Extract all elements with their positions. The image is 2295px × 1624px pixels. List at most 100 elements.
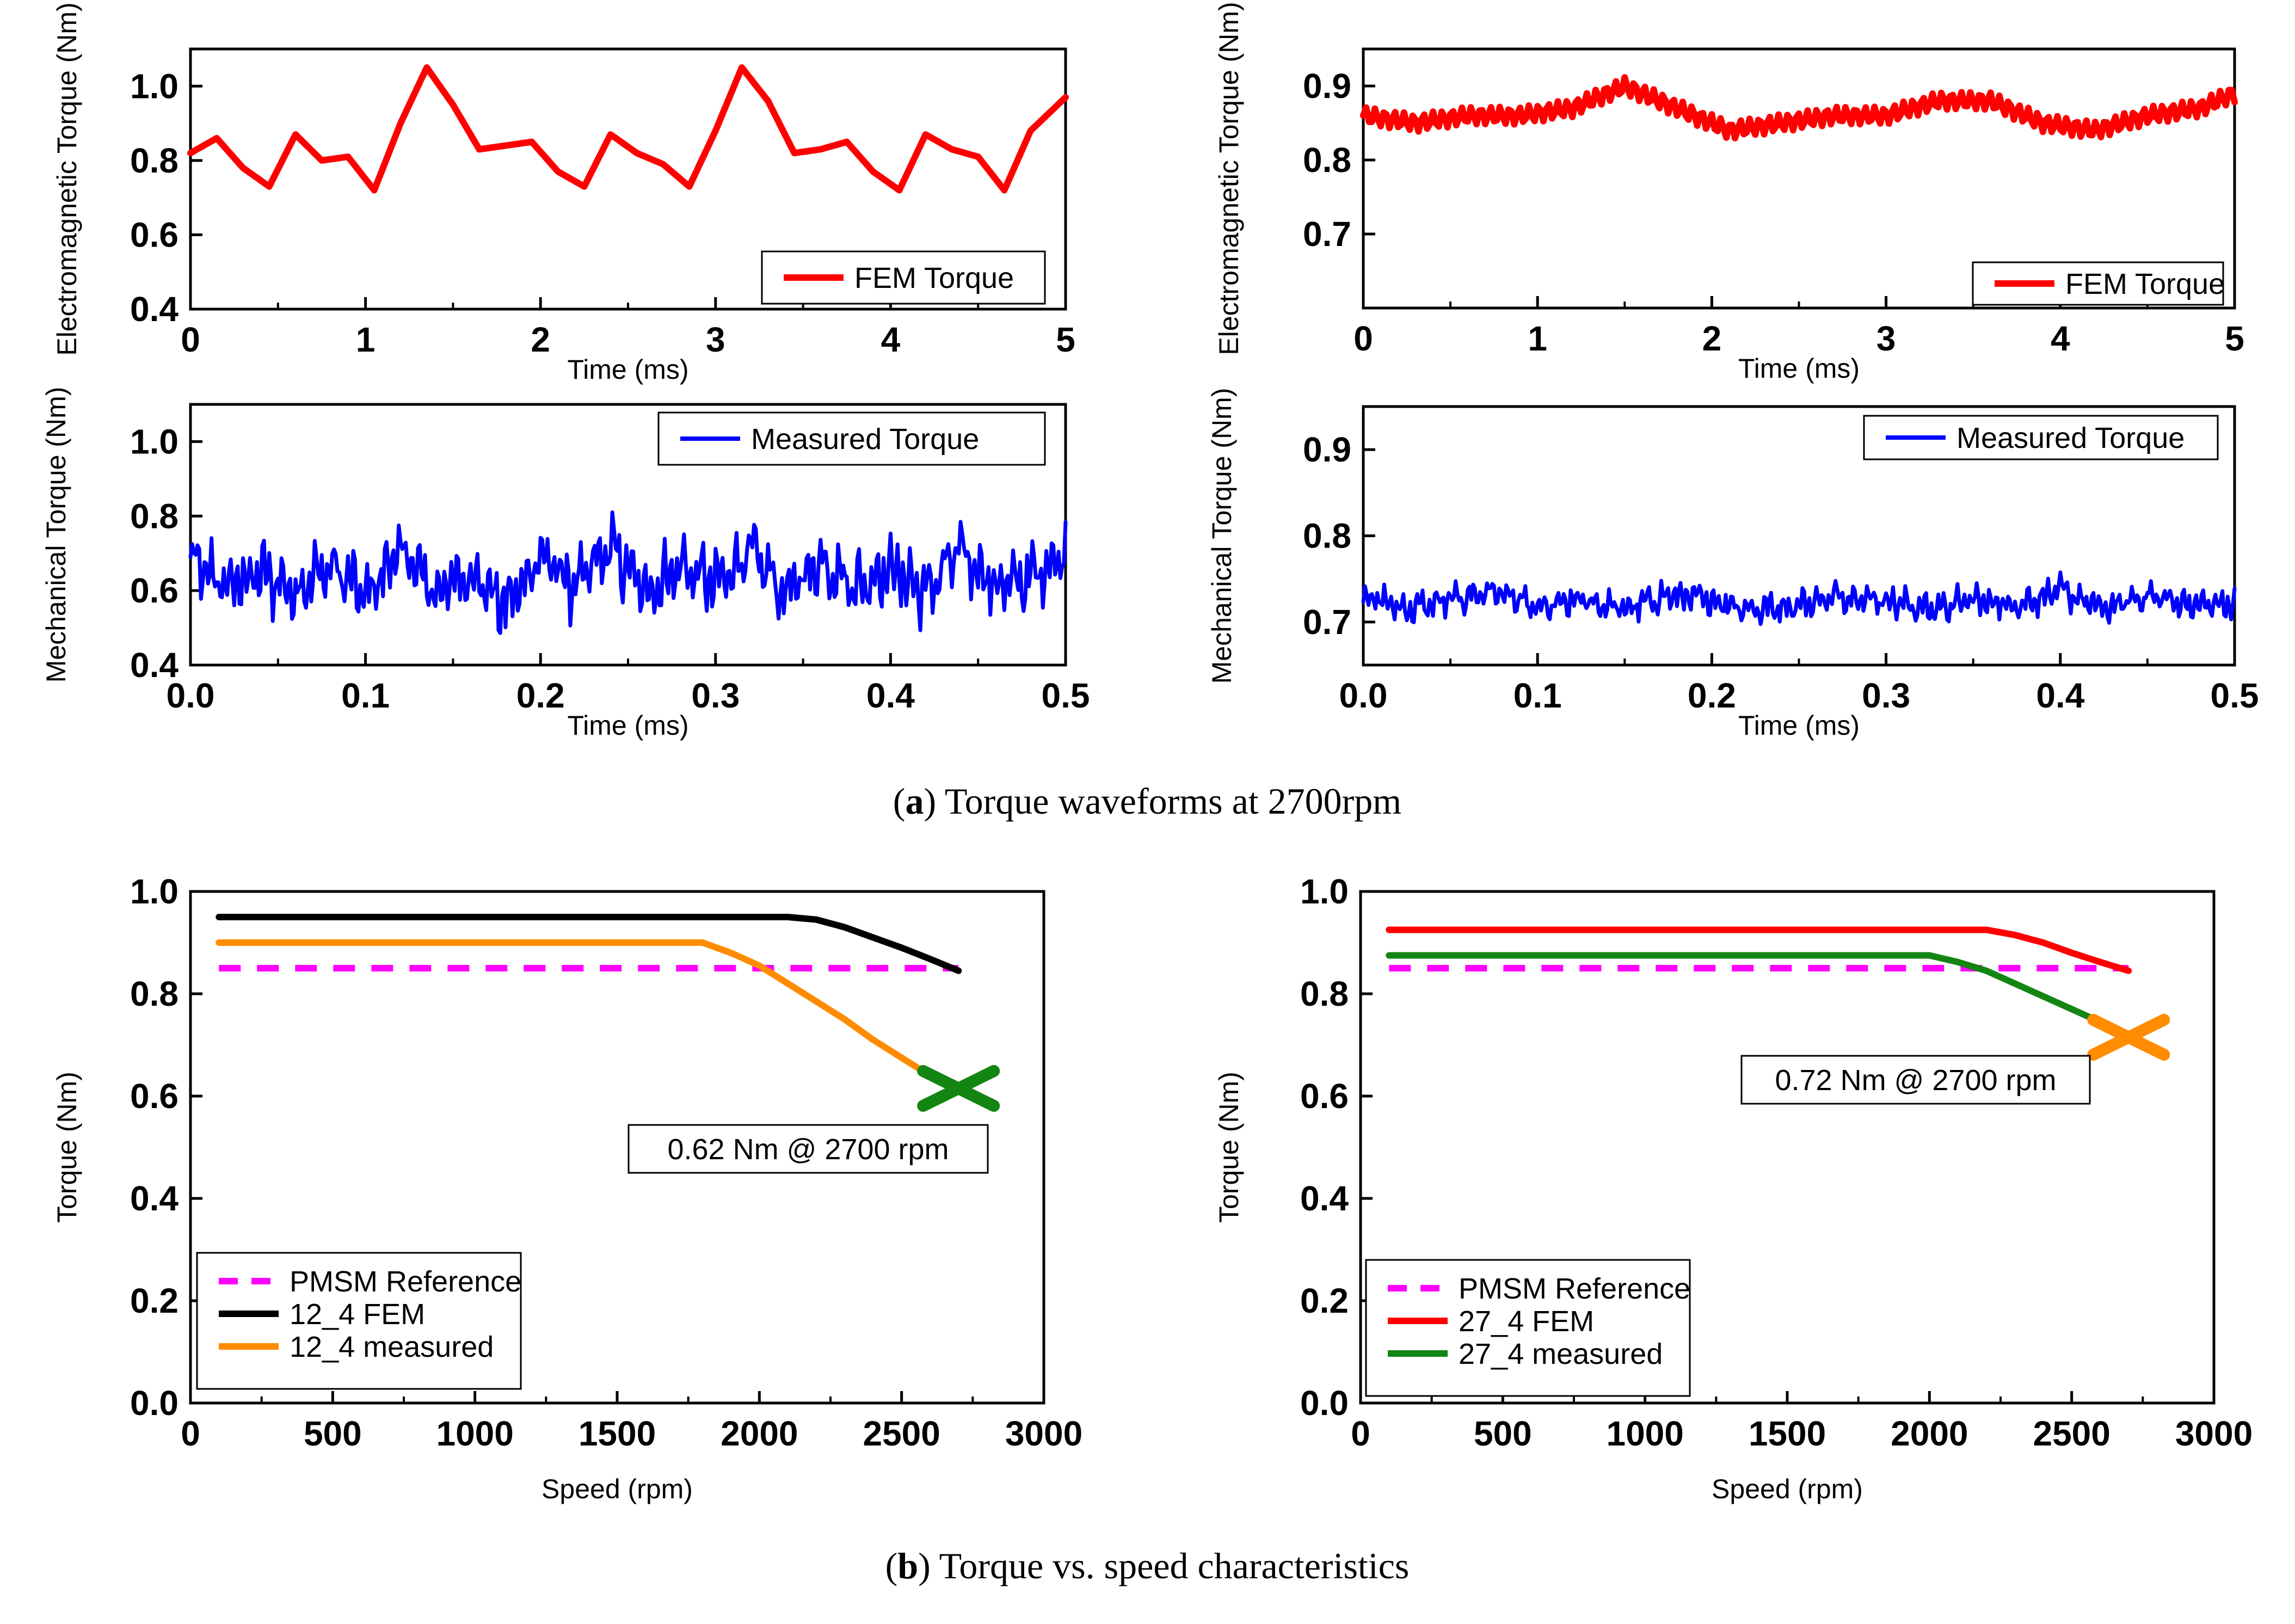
x-tick-label: 4	[881, 320, 901, 359]
y-axis-label: Electromagnetic Torque (Nm)	[1214, 2, 1244, 355]
x-tick-label: 2500	[863, 1414, 940, 1453]
x-tick-label: 0.4	[2036, 676, 2084, 715]
y-tick-label: 0.0	[130, 1383, 179, 1423]
y-tick-label: 0.8	[130, 496, 179, 536]
series-line	[187, 64, 1069, 194]
y-tick-label: 0.7	[1303, 214, 1351, 254]
x-tick-label: 0	[1353, 319, 1373, 358]
x-tick-label: 0.5	[1042, 676, 1090, 715]
y-tick-label: 0.6	[130, 215, 179, 254]
annotation-box	[627, 1124, 989, 1174]
y-tick-label: 0.9	[1303, 66, 1351, 106]
x-tick-label: 1500	[1749, 1414, 1826, 1453]
legend-box	[657, 411, 1046, 466]
x-tick-label: 0.4	[866, 676, 915, 715]
x-tick-label: 3	[1876, 319, 1896, 358]
y-tick-label: 0.0	[1300, 1383, 1349, 1423]
x-tick-label: 3000	[2175, 1414, 2253, 1453]
x-tick-label: 500	[304, 1414, 362, 1453]
x-tick-label: 5	[2225, 319, 2244, 358]
y-tick-label: 0.4	[130, 645, 179, 685]
x-tick-label: 2000	[721, 1414, 798, 1453]
x-tick-label: 3	[706, 320, 725, 359]
legend-label: 12_4 FEM	[290, 1298, 425, 1331]
x-tick-label: 2	[1702, 319, 1722, 358]
series-line	[1361, 570, 2237, 626]
series-line	[216, 914, 962, 974]
x-tick-label: 4	[2051, 319, 2070, 358]
x-tick-label: 0	[181, 320, 200, 359]
x-tick-label: 3000	[1005, 1414, 1082, 1453]
x-tick-label: 5	[1056, 320, 1075, 359]
chart-a-top-right: 0 1 2 3 4 5 0.7 0.8 0.9 Time (ms) Electromagnetic …	[1214, 2, 2244, 384]
chart-b-right: 0 500 1000 1500 2000 2500 3000 0.0 0.2 0.4 0.6 0.8 1…	[1214, 872, 2253, 1504]
y-tick-label: 0.4	[130, 1179, 179, 1218]
x-tick-label: 1	[1528, 319, 1547, 358]
x-tick-label: 1500	[579, 1414, 656, 1453]
caption-b: (b) Torque vs. speed characteristics	[885, 1545, 1410, 1586]
legend-label: 27_4 measured	[1459, 1338, 1663, 1370]
y-tick-label: 1.0	[130, 422, 179, 461]
x-tick-label: 0.3	[1862, 676, 1910, 715]
chart-a-bottom-right: 0.0 0.1 0.2 0.3 0.4 0.5 0.7 0.8 0.9 Time (ms) Mech…	[1207, 388, 2259, 741]
x-tick-label: 0.5	[2211, 676, 2259, 715]
y-tick-label: 0.2	[1300, 1281, 1349, 1320]
y-tick-label: 0.8	[1300, 974, 1349, 1013]
x-tick-label: 0.0	[1339, 676, 1388, 715]
y-tick-label: 1.0	[130, 66, 179, 106]
chart-a-top-left: 0 1 2 3 4 5 0.4 0.6 0.8 1.0 Time (ms) Electromagnet…	[52, 2, 1075, 385]
y-axis-label: Torque (Nm)	[52, 1072, 82, 1223]
y-tick-label: 0.6	[1300, 1076, 1349, 1116]
annotation-text: 0.62 Nm @ 2700 rpm	[667, 1133, 949, 1166]
y-axis-label: Torque (Nm)	[1214, 1072, 1244, 1223]
y-tick-label: 0.6	[130, 1076, 179, 1116]
x-tick-label: 1000	[1606, 1414, 1683, 1453]
legend-label: PMSM Reference	[1459, 1272, 1690, 1305]
x-tick-label: 2	[531, 320, 550, 359]
series-line	[216, 939, 962, 1092]
x-tick-label: 0.3	[691, 676, 740, 715]
x-axis-label: Time (ms)	[567, 354, 688, 385]
legend-box	[196, 1252, 522, 1390]
annotation-text: 0.72 Nm @ 2700 rpm	[1775, 1064, 2056, 1097]
y-axis-label: Mechanical Torque (Nm)	[41, 387, 71, 683]
x-axis-label: Time (ms)	[1738, 710, 1860, 741]
y-tick-label: 1.0	[130, 872, 179, 911]
x-tick-label: 500	[1474, 1414, 1532, 1453]
legend-label: 12_4 measured	[290, 1331, 494, 1363]
legend-box	[1972, 261, 2224, 306]
series-line	[188, 510, 1068, 635]
x-tick-label: 0	[181, 1414, 200, 1453]
legend-label: 27_4 FEM	[1459, 1305, 1594, 1338]
legend-label: FEM Torque	[854, 262, 1014, 294]
y-axis-label: Electromagnetic Torque (Nm)	[52, 2, 82, 355]
x-tick-label: 0.2	[516, 676, 565, 715]
y-tick-label: 0.4	[130, 290, 179, 329]
y-tick-label: 0.8	[130, 974, 179, 1013]
x-axis-label: Speed (rpm)	[542, 1474, 693, 1504]
x-tick-label: 0	[1351, 1414, 1370, 1453]
x-tick-label: 0.1	[341, 676, 390, 715]
series-line	[1360, 74, 2238, 142]
x-tick-label: 1000	[436, 1414, 513, 1453]
legend-box	[1365, 1259, 1691, 1397]
x-axis-label: Speed (rpm)	[1712, 1474, 1863, 1504]
chart-a-bottom-left: 0.0 0.1 0.2 0.3 0.4 0.5 0.4 0.6 0.8 1.0 Time (ms) M…	[41, 387, 1090, 741]
series-line	[1386, 926, 2132, 974]
y-tick-label: 0.9	[1303, 430, 1351, 469]
x-tick-label: 0.0	[167, 676, 215, 715]
cross-marker	[917, 1065, 1000, 1112]
caption-a: (a) Torque waveforms at 2700rpm	[893, 780, 1401, 822]
y-tick-label: 0.8	[1303, 140, 1351, 180]
x-tick-label: 0.1	[1513, 676, 1562, 715]
y-tick-label: 0.6	[130, 571, 179, 610]
y-tick-label: 0.7	[1303, 602, 1351, 642]
x-tick-label: 2000	[1891, 1414, 1968, 1453]
legend-label: Measured Torque	[751, 423, 979, 456]
y-tick-label: 0.8	[1303, 516, 1351, 556]
chart-b-left: 0 500 1000 1500 2000 2500 3000 0.0 0.2 0.4 0.6 0.8 1…	[52, 872, 1082, 1504]
y-axis-label: Mechanical Torque (Nm)	[1207, 388, 1237, 684]
x-tick-label: 1	[356, 320, 376, 359]
x-axis-label: Time (ms)	[567, 710, 688, 741]
